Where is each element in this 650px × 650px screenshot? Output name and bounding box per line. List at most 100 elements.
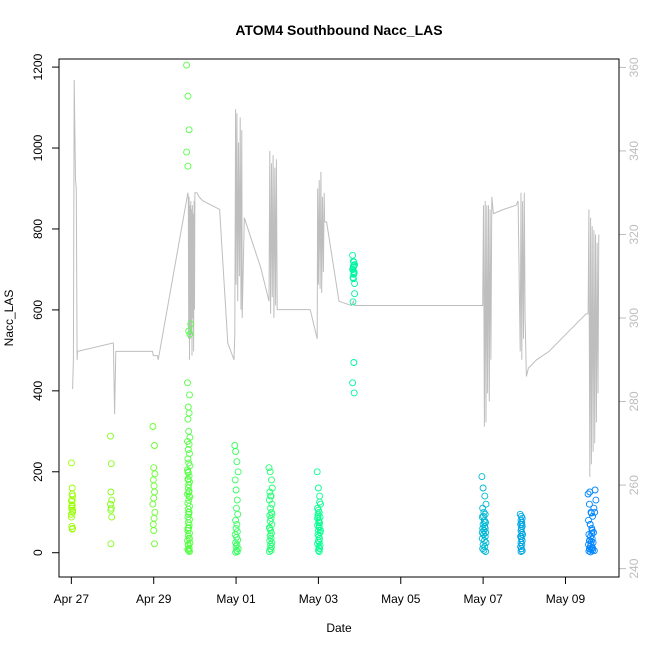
data-point: [185, 427, 193, 435]
x-tick-label: May 05: [381, 592, 421, 606]
data-point: [69, 506, 77, 514]
data-point: [267, 504, 275, 512]
data-point: [185, 521, 193, 529]
data-point: [350, 270, 358, 277]
data-point: [268, 500, 276, 508]
x-axis-label: Date: [326, 621, 352, 635]
data-point: [314, 546, 322, 554]
data-point: [149, 476, 157, 484]
data-point: [149, 500, 157, 508]
data-point: [478, 529, 486, 536]
data-point: [482, 529, 490, 536]
data-point: [267, 546, 275, 554]
data-point: [588, 529, 596, 537]
data-point: [68, 502, 76, 510]
data-point: [315, 518, 323, 526]
y-tick-label: 600: [31, 300, 45, 320]
data-point: [186, 493, 194, 501]
data-point: [313, 468, 321, 476]
data-point: [67, 510, 75, 518]
data-point: [186, 433, 194, 441]
data-point: [185, 126, 193, 134]
axes-layer: Apr 27 Apr 29 May 01 May 03 May 05 May 07 May …: [31, 53, 641, 606]
data-point: [266, 545, 274, 553]
data-point: [351, 280, 359, 288]
y-tick-label: 200: [31, 461, 45, 481]
points-layer: [67, 61, 600, 556]
data-point: [316, 492, 324, 500]
chart-title: ATOM4 Southbound Nacc_LAS: [235, 22, 442, 38]
data-point: [479, 504, 487, 512]
data-point: [108, 513, 116, 521]
data-point: [184, 379, 191, 387]
data-point: [517, 533, 525, 540]
data-point: [481, 492, 489, 500]
data-point: [316, 498, 324, 506]
data-point: [186, 330, 194, 338]
data-point: [185, 440, 193, 448]
data-point: [592, 496, 600, 504]
data-point: [184, 524, 192, 532]
data-point: [315, 538, 323, 546]
data-point: [479, 484, 487, 492]
data-point: [186, 548, 193, 555]
data-point: [315, 548, 323, 555]
data-point: [151, 470, 159, 478]
y2-tick-label: 300: [627, 308, 641, 328]
data-point: [349, 251, 357, 259]
data-point: [108, 496, 116, 504]
y2-tick-label: 320: [627, 224, 641, 244]
data-point: [482, 548, 490, 555]
data-point: [314, 506, 322, 514]
data-point: [351, 290, 359, 298]
y-tick-label: 400: [31, 380, 45, 400]
secondary-line: [72, 79, 600, 477]
data-point: [518, 520, 526, 528]
data-point: [107, 540, 115, 548]
data-point: [481, 543, 489, 551]
data-point: [349, 262, 357, 270]
x-tick-label: May 07: [463, 592, 503, 606]
data-point: [590, 547, 598, 555]
data-point: [480, 546, 488, 554]
data-point: [185, 545, 193, 553]
data-point: [150, 527, 158, 534]
plot-frame: [58, 58, 620, 578]
data-point: [268, 510, 276, 518]
data-point: [587, 541, 595, 549]
data-point: [67, 513, 75, 521]
data-point: [150, 482, 158, 490]
data-point: [585, 537, 593, 545]
data-point: [266, 517, 274, 525]
data-point: [585, 500, 593, 508]
data-point: [151, 540, 158, 548]
data-point: [349, 265, 357, 273]
data-point: [151, 508, 159, 516]
y2-tick-label: 340: [627, 141, 641, 161]
data-point: [268, 539, 276, 547]
x-tick-label: May 01: [216, 592, 256, 606]
data-point: [350, 359, 358, 366]
data-point: [584, 490, 592, 498]
data-point: [184, 403, 192, 411]
data-point: [183, 61, 191, 69]
data-point: [233, 496, 241, 504]
secondary-series-layer: [72, 79, 600, 477]
data-point: [234, 468, 242, 476]
data-point: [587, 548, 595, 556]
data-point: [231, 442, 239, 449]
x-tick-label: May 09: [546, 592, 586, 606]
data-point: [518, 547, 526, 555]
data-point: [265, 464, 273, 472]
y2-tick-label: 240: [627, 558, 641, 578]
data-point: [517, 548, 525, 555]
data-point: [185, 327, 193, 335]
data-point: [107, 432, 114, 440]
data-point: [184, 92, 192, 100]
data-point: [107, 500, 114, 508]
data-point: [232, 539, 240, 547]
data-point: [107, 488, 115, 496]
y-tick-label: 800: [31, 219, 45, 239]
x-tick-label: Apr 29: [136, 592, 172, 606]
